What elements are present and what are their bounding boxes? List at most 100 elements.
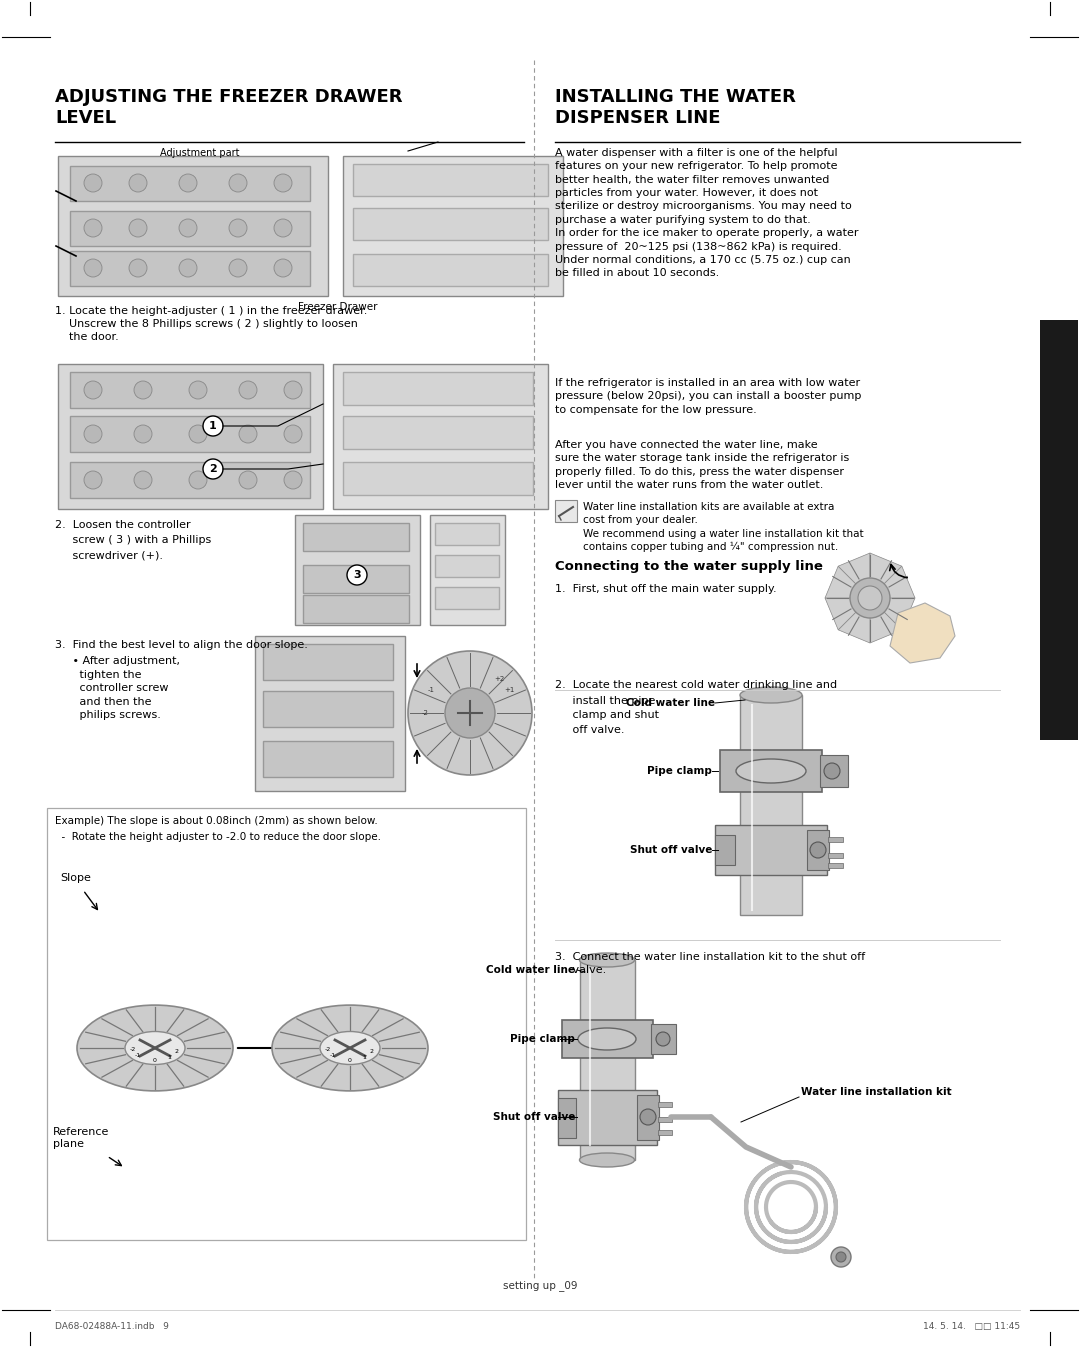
Bar xyxy=(264,644,393,680)
Text: Connecting to the water supply line: Connecting to the water supply line xyxy=(555,560,823,572)
Text: 2.  Loosen the controller: 2. Loosen the controller xyxy=(55,520,191,529)
Bar xyxy=(558,1090,657,1145)
Text: -  Rotate the height adjuster to -2.0 to reduce the door slope.: - Rotate the height adjuster to -2.0 to … xyxy=(55,832,381,842)
Bar xyxy=(740,695,802,915)
Ellipse shape xyxy=(735,758,806,783)
Bar xyxy=(658,1102,672,1107)
Text: +1: +1 xyxy=(503,687,514,694)
Text: Shut off valve: Shut off valve xyxy=(630,845,712,855)
Text: Water line installation kits are available at extra
cost from your dealer.
We re: Water line installation kits are availab… xyxy=(583,502,864,552)
Text: 1: 1 xyxy=(167,1055,171,1060)
Text: 2: 2 xyxy=(369,1048,374,1053)
Bar xyxy=(828,863,843,867)
Text: 01 SETTING UP: 01 SETTING UP xyxy=(1054,494,1064,566)
Text: ADJUSTING THE FREEZER DRAWER
LEVEL: ADJUSTING THE FREEZER DRAWER LEVEL xyxy=(55,88,403,127)
Text: If the refrigerator is installed in an area with low water
pressure (below 20psi: If the refrigerator is installed in an a… xyxy=(555,379,862,415)
Bar xyxy=(58,364,323,509)
Bar xyxy=(303,595,409,624)
Polygon shape xyxy=(870,598,915,630)
Text: • After adjustment,
       tighten the
       controller screw
       and then t: • After adjustment, tighten the controll… xyxy=(55,656,180,721)
Circle shape xyxy=(858,586,882,610)
Circle shape xyxy=(134,426,152,443)
Text: setting up _09: setting up _09 xyxy=(503,1280,577,1290)
Polygon shape xyxy=(870,598,902,643)
Text: Pipe clamp: Pipe clamp xyxy=(647,766,712,776)
Circle shape xyxy=(824,762,840,779)
Bar xyxy=(353,164,548,197)
Circle shape xyxy=(229,174,247,193)
Circle shape xyxy=(129,174,147,193)
Bar xyxy=(58,156,328,296)
Bar xyxy=(70,211,310,247)
Polygon shape xyxy=(890,603,955,663)
Text: 14. 5. 14.   □□ 11:45: 14. 5. 14. □□ 11:45 xyxy=(923,1321,1020,1331)
Bar xyxy=(715,835,735,865)
Text: -2: -2 xyxy=(421,710,429,717)
Bar xyxy=(343,156,563,296)
Text: -2: -2 xyxy=(130,1047,136,1052)
Circle shape xyxy=(179,174,197,193)
Text: 1. Locate the height-adjuster ( 1 ) in the freezer drawer.
    Unscrew the 8 Phi: 1. Locate the height-adjuster ( 1 ) in t… xyxy=(55,306,367,342)
Ellipse shape xyxy=(272,1005,428,1091)
Circle shape xyxy=(445,688,495,738)
Circle shape xyxy=(347,564,367,585)
Text: Shut off valve: Shut off valve xyxy=(492,1113,575,1122)
Circle shape xyxy=(656,1032,670,1047)
Text: -1: -1 xyxy=(428,687,434,694)
Circle shape xyxy=(189,471,207,489)
Circle shape xyxy=(189,426,207,443)
Bar xyxy=(430,515,505,625)
Circle shape xyxy=(850,578,890,618)
Bar xyxy=(637,1095,659,1140)
Bar xyxy=(558,1098,576,1138)
Text: INSTALLING THE WATER
DISPENSER LINE: INSTALLING THE WATER DISPENSER LINE xyxy=(555,88,796,127)
Circle shape xyxy=(239,426,257,443)
Text: Pipe clamp: Pipe clamp xyxy=(510,1034,575,1044)
Bar xyxy=(295,515,420,625)
Circle shape xyxy=(84,174,102,193)
Text: 2.  Locate the nearest cold water drinking line and: 2. Locate the nearest cold water drinkin… xyxy=(555,680,837,690)
Text: Slope: Slope xyxy=(60,873,91,884)
Ellipse shape xyxy=(740,687,802,703)
Bar xyxy=(1040,321,1078,740)
Bar xyxy=(651,1024,676,1053)
Circle shape xyxy=(134,381,152,399)
Circle shape xyxy=(239,381,257,399)
Text: 3.  Connect the water line installation kit to the shut off
     valve.: 3. Connect the water line installation k… xyxy=(555,952,865,975)
Bar xyxy=(435,555,499,577)
Ellipse shape xyxy=(578,1028,636,1051)
Bar xyxy=(264,691,393,727)
Bar xyxy=(828,853,843,858)
Circle shape xyxy=(203,459,222,480)
Bar xyxy=(720,750,822,792)
Text: Water line installation kit: Water line installation kit xyxy=(801,1087,951,1096)
Ellipse shape xyxy=(125,1032,185,1064)
Bar xyxy=(435,523,499,546)
Text: Cold water line: Cold water line xyxy=(486,964,575,975)
Bar xyxy=(70,251,310,286)
Bar xyxy=(333,364,548,509)
Text: install the pipe
     clamp and shut
     off valve.: install the pipe clamp and shut off valv… xyxy=(555,696,659,735)
Circle shape xyxy=(189,381,207,399)
Text: 0: 0 xyxy=(153,1057,157,1063)
Bar xyxy=(264,741,393,777)
Circle shape xyxy=(84,471,102,489)
Text: 1.  First, shut off the main water supply.: 1. First, shut off the main water supply… xyxy=(555,585,777,594)
Circle shape xyxy=(129,259,147,277)
Text: +2: +2 xyxy=(494,676,504,682)
Text: Freezer Drawer: Freezer Drawer xyxy=(298,302,378,313)
Polygon shape xyxy=(838,554,870,598)
Circle shape xyxy=(284,381,302,399)
Bar xyxy=(70,462,310,498)
Circle shape xyxy=(134,471,152,489)
Bar xyxy=(658,1130,672,1136)
Bar xyxy=(303,564,409,593)
Bar xyxy=(48,808,526,1241)
Circle shape xyxy=(84,426,102,443)
Circle shape xyxy=(284,426,302,443)
Text: Reference
plane: Reference plane xyxy=(53,1127,109,1149)
Bar xyxy=(353,207,548,240)
Circle shape xyxy=(408,651,532,775)
Circle shape xyxy=(274,174,292,193)
Bar xyxy=(828,836,843,842)
